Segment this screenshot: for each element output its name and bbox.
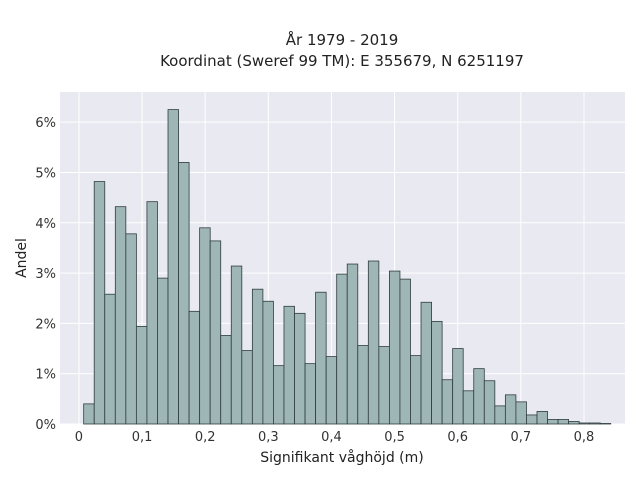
- histogram-bar: [494, 405, 506, 425]
- y-tick-label: 5%: [35, 166, 56, 181]
- y-tick-label: 1%: [35, 368, 56, 383]
- histogram-bar: [599, 423, 612, 425]
- y-tick-label: 3%: [35, 267, 56, 282]
- histogram-bar: [526, 414, 538, 425]
- histogram-bar: [283, 305, 295, 425]
- histogram-bar: [473, 368, 485, 425]
- histogram-bar: [346, 263, 359, 425]
- x-tick-label: 0,5: [384, 430, 405, 445]
- histogram-bar: [452, 348, 464, 425]
- histogram-bar: [230, 265, 243, 425]
- histogram-bar: [589, 422, 601, 425]
- x-tick-label: 0,1: [132, 430, 153, 445]
- chart-subtitle: Koordinat (Sweref 99 TM): E 355679, N 62…: [160, 52, 524, 70]
- y-tick-label: 6%: [35, 116, 56, 131]
- y-tick-label: 0%: [35, 418, 56, 433]
- histogram-bar: [441, 379, 454, 425]
- histogram-bar: [273, 365, 285, 425]
- histogram-bar: [83, 403, 95, 425]
- chart-title: År 1979 - 2019: [286, 30, 399, 49]
- histogram-bar: [209, 240, 222, 425]
- histogram-bar: [135, 326, 148, 425]
- histogram-bar: [294, 312, 306, 425]
- x-tick-label: 0,7: [510, 430, 531, 445]
- x-tick-label: 0,8: [574, 430, 595, 445]
- histogram-bar: [483, 380, 496, 425]
- x-tick-label: 0,4: [321, 430, 342, 445]
- y-tick-labels: 0% 1% 2% 3% 4% 5% 6%: [35, 116, 56, 433]
- histogram-bar: [125, 233, 137, 425]
- histogram-bar: [431, 320, 443, 425]
- histogram-bar: [251, 288, 264, 425]
- histogram-bar: [325, 356, 338, 425]
- histogram-bar: [220, 335, 232, 425]
- histogram-bar: [104, 293, 116, 425]
- histogram-bar: [304, 363, 317, 425]
- histogram-bar: [178, 162, 190, 425]
- x-tick-label: 0,3: [258, 430, 279, 445]
- histogram-bar: [336, 273, 348, 425]
- y-axis-label: Andel: [14, 238, 30, 278]
- histogram-bar: [114, 206, 127, 425]
- histogram-bar: [578, 422, 591, 425]
- histogram-bar: [536, 411, 548, 425]
- histogram-bar: [410, 355, 422, 425]
- histogram-bar: [389, 270, 401, 425]
- histogram-bar: [93, 181, 106, 425]
- histogram-bar: [199, 227, 211, 425]
- x-tick-label: 0,2: [195, 430, 216, 445]
- histogram-bar: [367, 260, 380, 425]
- histogram-bar: [157, 277, 169, 425]
- histogram-bar: [399, 278, 411, 425]
- histogram-bar: [262, 300, 274, 425]
- histogram-bar: [167, 109, 179, 425]
- y-tick-label: 2%: [35, 317, 56, 332]
- histogram-bar: [547, 419, 559, 425]
- histogram-bar: [241, 350, 253, 425]
- histogram-bar: [420, 301, 432, 425]
- histogram-bar: [315, 291, 327, 425]
- histogram-bar: [357, 345, 369, 425]
- histogram-bar: [515, 401, 527, 425]
- bars-group: [83, 109, 612, 425]
- histogram-bar: [557, 419, 570, 425]
- x-axis-label: Signifikant våghöjd (m): [260, 449, 423, 466]
- x-tick-label: 0,6: [447, 430, 468, 445]
- histogram-bar: [462, 390, 475, 425]
- histogram-bar: [378, 346, 390, 425]
- histogram-bar: [188, 310, 201, 425]
- histogram-bar: [568, 421, 580, 425]
- y-tick-label: 4%: [35, 217, 56, 232]
- x-tick-labels: 0 0,1 0,2 0,3 0,4 0,5 0,6 0,7 0,8: [75, 430, 595, 445]
- histogram-bar: [146, 201, 158, 425]
- x-tick-label: 0: [75, 430, 83, 445]
- histogram-bar: [504, 394, 517, 425]
